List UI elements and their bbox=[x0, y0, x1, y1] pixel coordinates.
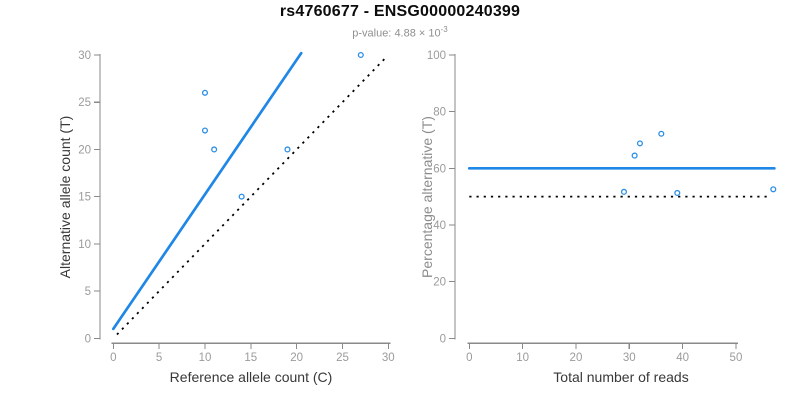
identity-line bbox=[116, 55, 389, 336]
x-tick-label: 15 bbox=[244, 352, 257, 364]
data-point bbox=[238, 193, 245, 200]
data-point bbox=[201, 89, 209, 96]
y-tick-label: 25 bbox=[78, 97, 91, 109]
x-tick-label: 40 bbox=[676, 352, 689, 364]
x-tick-label: 50 bbox=[730, 352, 743, 364]
right-y-axis-title: Percentage alternative (T) bbox=[419, 116, 435, 278]
y-tick-label: 20 bbox=[78, 144, 91, 156]
right-plot: 0 20 40 60 80 100 0 10 20 30 40 50 bbox=[427, 50, 777, 364]
x-tick-label: 25 bbox=[336, 352, 349, 364]
x-tick-label: 5 bbox=[156, 352, 162, 364]
p-value-base: 4.88 × 10 bbox=[394, 27, 441, 40]
data-point bbox=[201, 127, 209, 134]
y-tick-label: 0 bbox=[440, 333, 446, 345]
x-tick-label: 30 bbox=[382, 352, 395, 364]
p-value-exponent: -3 bbox=[440, 25, 448, 34]
right-x-axis-title: Total number of reads bbox=[553, 369, 689, 385]
p-value-label: p-value: bbox=[352, 27, 392, 40]
x-tick-label: 30 bbox=[623, 352, 636, 364]
p-value-subtitle: p-value: 4.88 × 10-3 bbox=[0, 25, 800, 40]
data-point bbox=[674, 189, 681, 197]
y-tick-label: 0 bbox=[85, 333, 91, 345]
x-tick-label: 0 bbox=[110, 352, 116, 364]
data-point bbox=[658, 130, 665, 137]
left-plot: 0 5 10 15 20 25 30 0 5 10 15 20 25 30 bbox=[78, 50, 395, 364]
x-tick-label: 20 bbox=[290, 352, 303, 364]
y-tick-label: 80 bbox=[433, 107, 446, 119]
data-point bbox=[620, 188, 628, 195]
y-tick-label: 20 bbox=[433, 277, 446, 289]
page-title: rs4760677 - ENSG00000240399 bbox=[279, 3, 521, 20]
x-tick-label: 20 bbox=[570, 352, 583, 364]
y-tick-label: 100 bbox=[427, 50, 446, 62]
data-point bbox=[211, 146, 218, 153]
data-point bbox=[770, 186, 777, 193]
left-y-axis-title: Alternative allele count (T) bbox=[57, 115, 73, 279]
y-tick-label: 15 bbox=[78, 192, 91, 204]
data-point bbox=[284, 146, 291, 153]
x-tick-label: 0 bbox=[466, 352, 472, 364]
data-point bbox=[631, 152, 638, 159]
y-tick-label: 5 bbox=[85, 286, 91, 298]
fit-line bbox=[111, 51, 303, 331]
data-point bbox=[357, 51, 364, 59]
y-tick-label: 10 bbox=[78, 239, 91, 251]
y-tick-label: 60 bbox=[433, 163, 446, 175]
x-tick-label: 10 bbox=[516, 352, 529, 364]
x-tick-label: 10 bbox=[199, 352, 212, 364]
y-tick-label: 40 bbox=[433, 220, 446, 232]
y-tick-label: 30 bbox=[78, 50, 91, 62]
left-x-axis-title: Reference allele count (C) bbox=[169, 369, 333, 385]
data-point bbox=[636, 140, 644, 147]
